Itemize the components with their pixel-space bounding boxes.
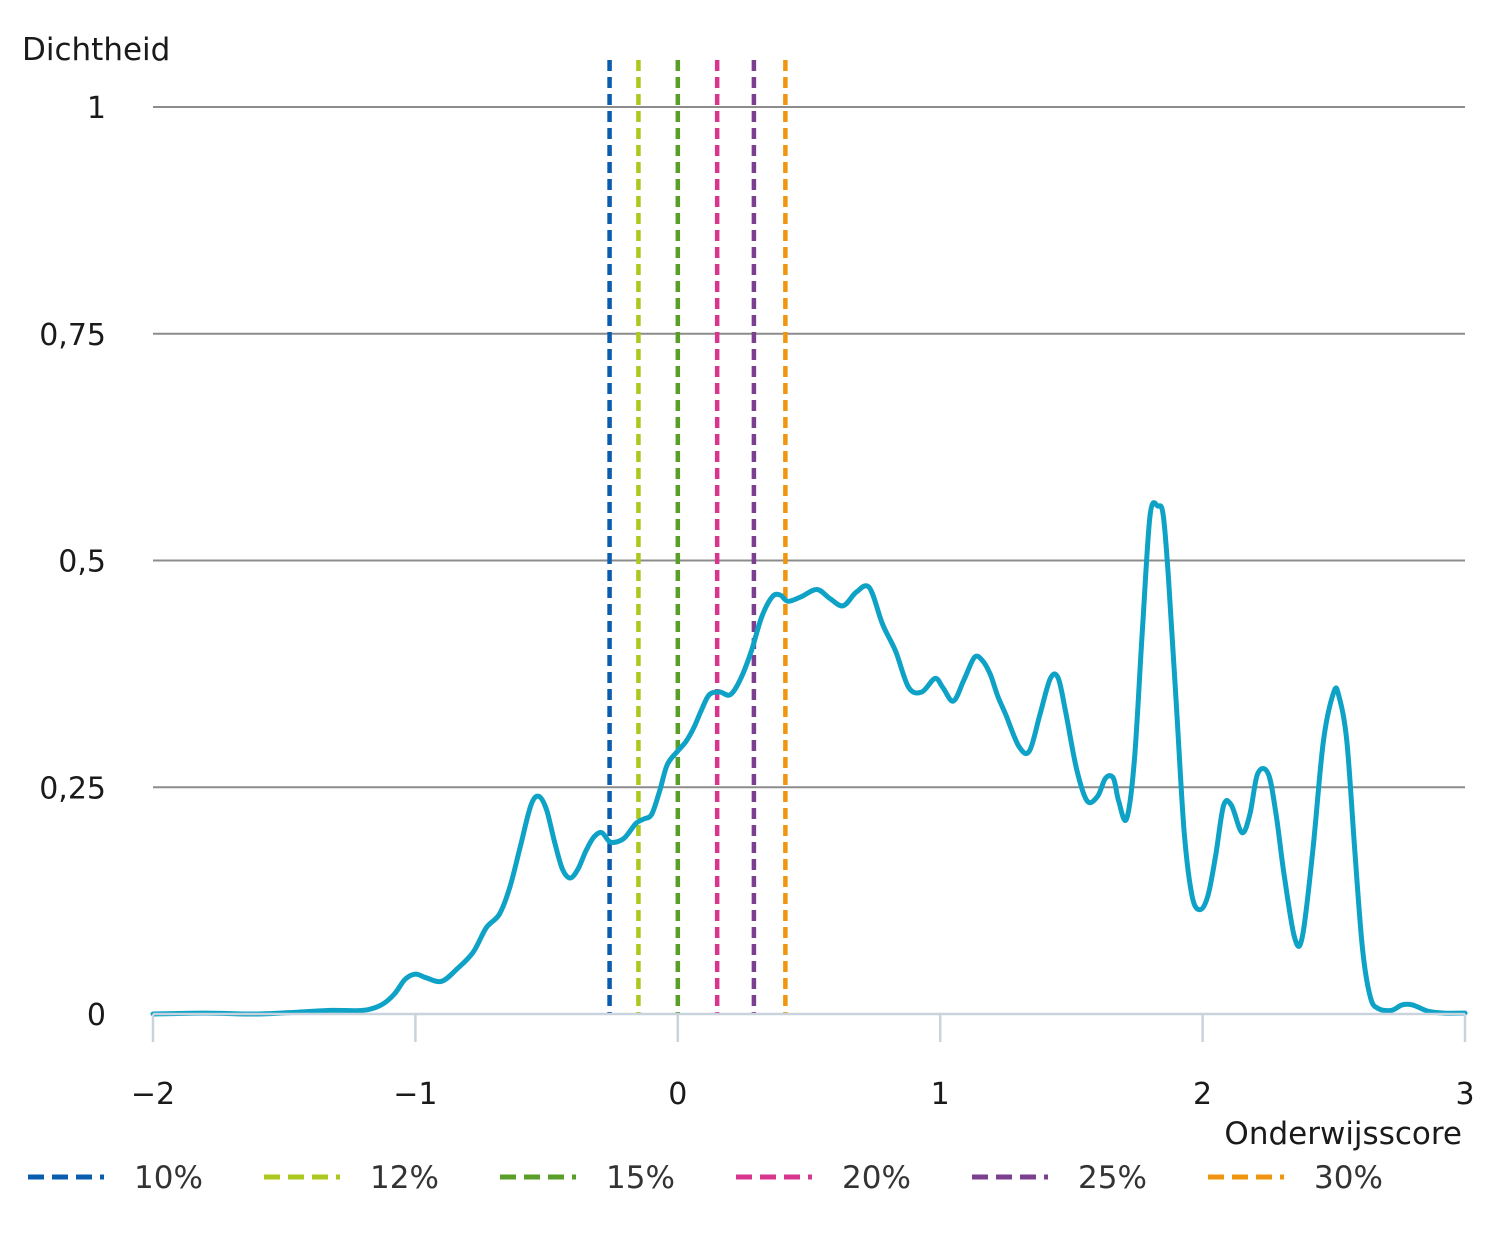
legend: 10% 12% 15% 20% 25% 30% bbox=[28, 1160, 1383, 1196]
y-tick-label: 0 bbox=[87, 998, 106, 1033]
x-tick-labels: −2 −1 0 1 2 3 bbox=[131, 1077, 1475, 1112]
legend-item: 25% bbox=[972, 1160, 1147, 1196]
grid-lines bbox=[153, 106, 1465, 789]
x-axis-title: Onderwijsscore bbox=[1224, 1116, 1462, 1152]
x-tick-label: 0 bbox=[668, 1077, 687, 1112]
legend-label: 10% bbox=[134, 1160, 203, 1196]
density-curve bbox=[150, 500, 1468, 1017]
y-tick-label: 0,25 bbox=[39, 771, 106, 806]
legend-label: 25% bbox=[1078, 1160, 1147, 1196]
legend-label: 20% bbox=[842, 1160, 911, 1196]
x-tick-label: −2 bbox=[131, 1077, 175, 1112]
legend-item: 20% bbox=[736, 1160, 911, 1196]
y-tick-label: 0,5 bbox=[58, 545, 106, 580]
legend-item: 30% bbox=[1208, 1160, 1383, 1196]
x-tick-label: 3 bbox=[1455, 1077, 1474, 1112]
legend-item: 15% bbox=[500, 1160, 675, 1196]
y-tick-label: 1 bbox=[87, 91, 106, 126]
legend-label: 12% bbox=[370, 1160, 439, 1196]
legend-item: 12% bbox=[264, 1160, 439, 1196]
legend-label: 30% bbox=[1314, 1160, 1383, 1196]
y-tick-label: 0,75 bbox=[39, 318, 106, 353]
y-axis-title: Dichtheid bbox=[22, 32, 170, 68]
x-tick-label: 1 bbox=[931, 1077, 950, 1112]
threshold-lines bbox=[607, 60, 788, 1014]
y-tick-labels: 0 0,25 0,5 0,75 1 bbox=[39, 91, 106, 1033]
x-axis bbox=[151, 1012, 1467, 1042]
legend-label: 15% bbox=[606, 1160, 675, 1196]
density-curve-group bbox=[150, 500, 1468, 1017]
x-tick-label: 2 bbox=[1193, 1077, 1212, 1112]
legend-item: 10% bbox=[28, 1160, 203, 1196]
x-tick-label: −1 bbox=[393, 1077, 437, 1112]
